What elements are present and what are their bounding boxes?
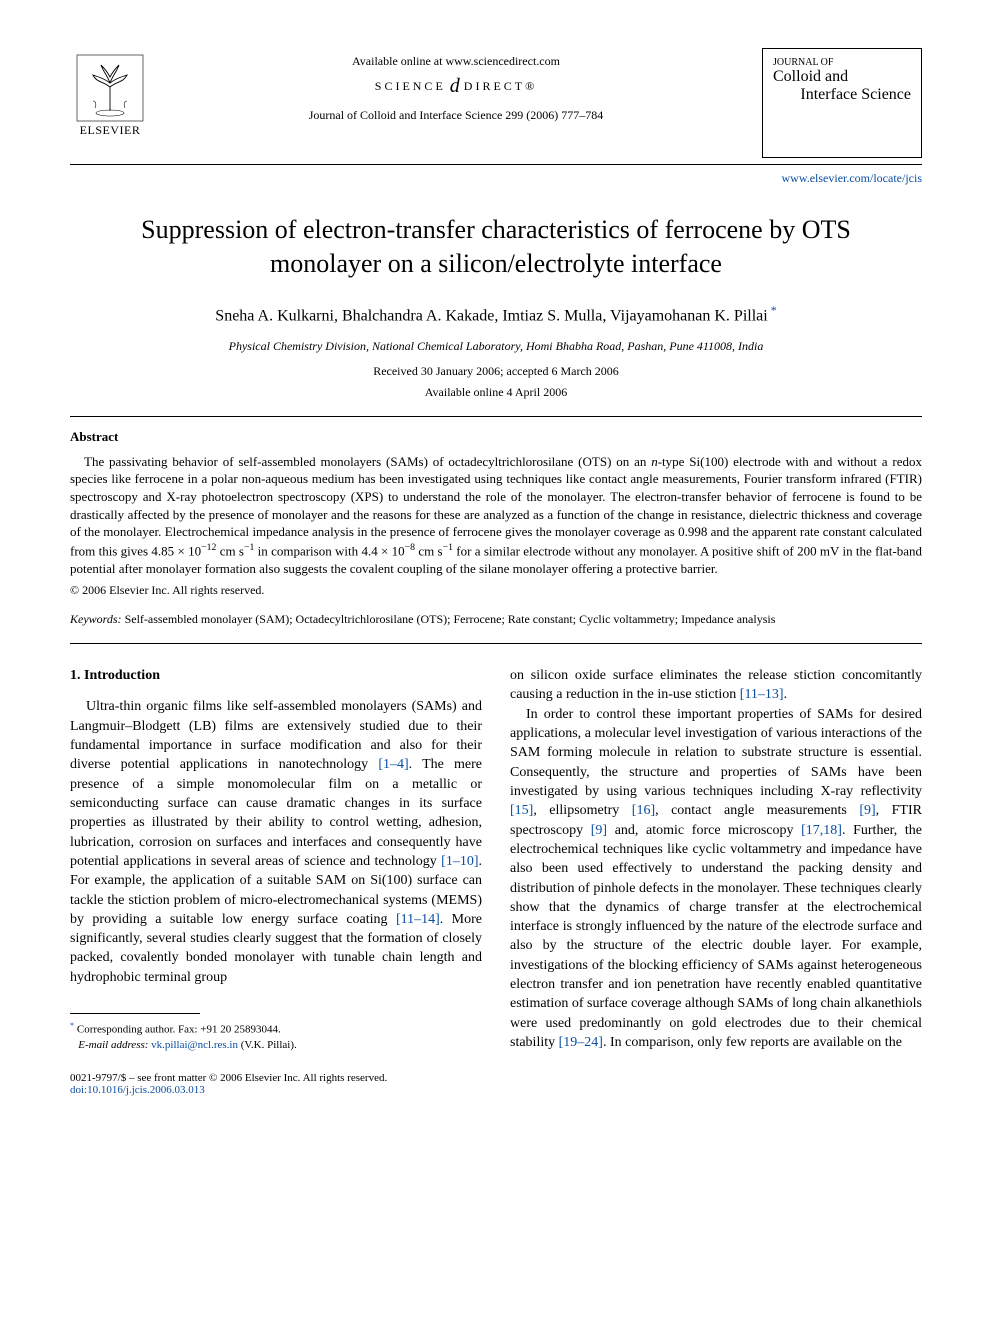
abstract-bottom-rule (70, 643, 922, 644)
abs-exp1: −12 (201, 542, 216, 553)
abs-expunit1: −1 (244, 542, 254, 553)
abs-expunit2: −1 (443, 542, 453, 553)
center-header: Available online at www.sciencedirect.co… (150, 48, 762, 123)
footnote-email-row: E-mail address: vk.pillai@ncl.res.in (V.… (70, 1038, 482, 1053)
email-label: E-mail address: (78, 1039, 148, 1051)
ref-9b[interactable]: [9] (591, 823, 607, 838)
column-right: on silicon oxide surface eliminates the … (510, 666, 922, 1053)
c2p1c: , contact angle measurements (655, 803, 859, 818)
affiliation: Physical Chemistry Division, National Ch… (70, 339, 922, 354)
ref-16[interactable]: [16] (632, 803, 655, 818)
authors-names: Sneha A. Kulkarni, Bhalchandra A. Kakade… (215, 307, 767, 324)
article-title: Suppression of electron-transfer charact… (110, 213, 882, 281)
page-header: ELSEVIER Available online at www.science… (70, 48, 922, 158)
c2p0a: on silicon oxide surface eliminates the … (510, 668, 922, 702)
abs-unit2a: cm s (415, 543, 443, 558)
footer-left: 0021-9797/$ – see front matter © 2006 El… (70, 1072, 387, 1096)
keywords-label: Keywords: (70, 612, 122, 626)
body-columns: 1. Introduction Ultra-thin organic films… (70, 666, 922, 1053)
ref-9a[interactable]: [9] (859, 803, 875, 818)
doi-link[interactable]: doi:10.1016/j.jcis.2006.03.013 (70, 1084, 387, 1096)
footnote-star-icon: * (70, 1021, 74, 1030)
abs-unit1a: cm s (216, 543, 244, 558)
footnote-block: * Corresponding author. Fax: +91 20 2589… (70, 1020, 482, 1053)
sciencedirect-logo: SCIENCE d DIRECT® (150, 75, 762, 98)
sd-d-icon: d (450, 75, 460, 98)
corresponding-star-icon: * (768, 303, 777, 317)
ref-19-24[interactable]: [19–24] (559, 1035, 603, 1050)
ref-1-10[interactable]: [1–10] (441, 854, 478, 869)
email-who: (V.K. Pillai). (238, 1039, 297, 1051)
page-footer: 0021-9797/$ – see front matter © 2006 El… (70, 1072, 922, 1096)
keywords-text: Self-assembled monolayer (SAM); Octadecy… (122, 612, 776, 626)
abs-mid2: in comparison with 4.4 × 10 (254, 543, 404, 558)
sd-right: DIRECT® (464, 79, 537, 94)
col2-para1: In order to control these important prop… (510, 705, 922, 1053)
jb-line3: Interface Science (773, 86, 911, 104)
c2p1g: . In comparison, only few reports are av… (603, 1035, 902, 1050)
jb-line1: JOURNAL OF (773, 57, 911, 68)
footnote-corr: * Corresponding author. Fax: +91 20 2589… (70, 1020, 482, 1038)
journal-reference: Journal of Colloid and Interface Science… (150, 108, 762, 123)
ref-1-4[interactable]: [1–4] (378, 757, 408, 772)
c2p1f: . Further, the electrochemical technique… (510, 823, 922, 1050)
keywords-line: Keywords: Self-assembled monolayer (SAM)… (70, 612, 922, 627)
locate-link-row: www.elsevier.com/locate/jcis (70, 169, 922, 187)
available-online-date: Available online 4 April 2006 (70, 385, 922, 400)
elsevier-logo: ELSEVIER (70, 48, 150, 138)
elsevier-tree-icon (75, 53, 145, 123)
footnote-separator (70, 1013, 200, 1014)
authors-line: Sneha A. Kulkarni, Bhalchandra A. Kakade… (70, 303, 922, 325)
jb-line2: Colloid and (773, 68, 911, 86)
abs-exp2: −8 (405, 542, 415, 553)
ref-17-18[interactable]: [17,18] (801, 823, 842, 838)
email-link[interactable]: vk.pillai@ncl.res.in (151, 1039, 238, 1051)
footnote-corr-text: Corresponding author. Fax: +91 20 258930… (77, 1024, 281, 1036)
journal-title-box: JOURNAL OF Colloid and Interface Science (762, 48, 922, 158)
abstract-top-rule (70, 416, 922, 417)
abstract-label: Abstract (70, 429, 922, 445)
header-rule (70, 164, 922, 165)
section-1-heading: 1. Introduction (70, 666, 482, 685)
col2-para0: on silicon oxide surface eliminates the … (510, 666, 922, 705)
ref-15[interactable]: [15] (510, 803, 533, 818)
c1p1b: . The mere presence of a simple monomole… (70, 757, 482, 869)
ref-11-14[interactable]: [11–14] (396, 912, 440, 927)
c2p1a: In order to control these important prop… (510, 707, 922, 799)
footer-copyright: 0021-9797/$ – see front matter © 2006 El… (70, 1072, 387, 1084)
sd-left: SCIENCE (375, 79, 446, 94)
elsevier-name: ELSEVIER (80, 123, 141, 138)
ref-11-13[interactable]: [11–13] (740, 687, 784, 702)
col1-para1: Ultra-thin organic films like self-assem… (70, 697, 482, 987)
c2p1b: , ellipsometry (533, 803, 631, 818)
available-online-text: Available online at www.sciencedirect.co… (150, 54, 762, 69)
abs-pre: The passivating behavior of self-assembl… (84, 454, 651, 469)
abstract-text: The passivating behavior of self-assembl… (70, 453, 922, 577)
received-accepted: Received 30 January 2006; accepted 6 Mar… (70, 364, 922, 379)
abstract-copyright: © 2006 Elsevier Inc. All rights reserved… (70, 583, 922, 598)
c2p1e: and, atomic force microscopy (607, 823, 801, 838)
column-left: 1. Introduction Ultra-thin organic films… (70, 666, 482, 1053)
locate-url-link[interactable]: www.elsevier.com/locate/jcis (781, 171, 922, 185)
c2p0b: . (784, 687, 788, 702)
